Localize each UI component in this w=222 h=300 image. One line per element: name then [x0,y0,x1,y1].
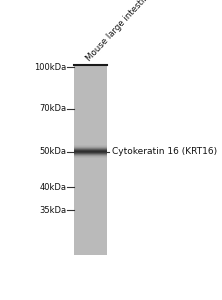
Text: 40kDa: 40kDa [40,183,66,192]
Text: 35kDa: 35kDa [39,206,66,215]
Text: Mouse large intestine: Mouse large intestine [84,0,154,63]
Text: Cytokeratin 16 (KRT16): Cytokeratin 16 (KRT16) [112,147,217,156]
Text: 70kDa: 70kDa [39,104,66,113]
Text: 100kDa: 100kDa [34,63,66,72]
Text: 50kDa: 50kDa [40,147,66,156]
